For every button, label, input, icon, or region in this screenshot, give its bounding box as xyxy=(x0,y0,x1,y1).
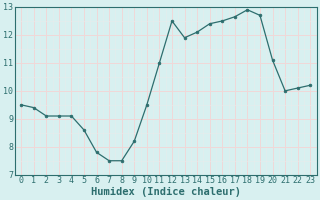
X-axis label: Humidex (Indice chaleur): Humidex (Indice chaleur) xyxy=(91,186,241,197)
